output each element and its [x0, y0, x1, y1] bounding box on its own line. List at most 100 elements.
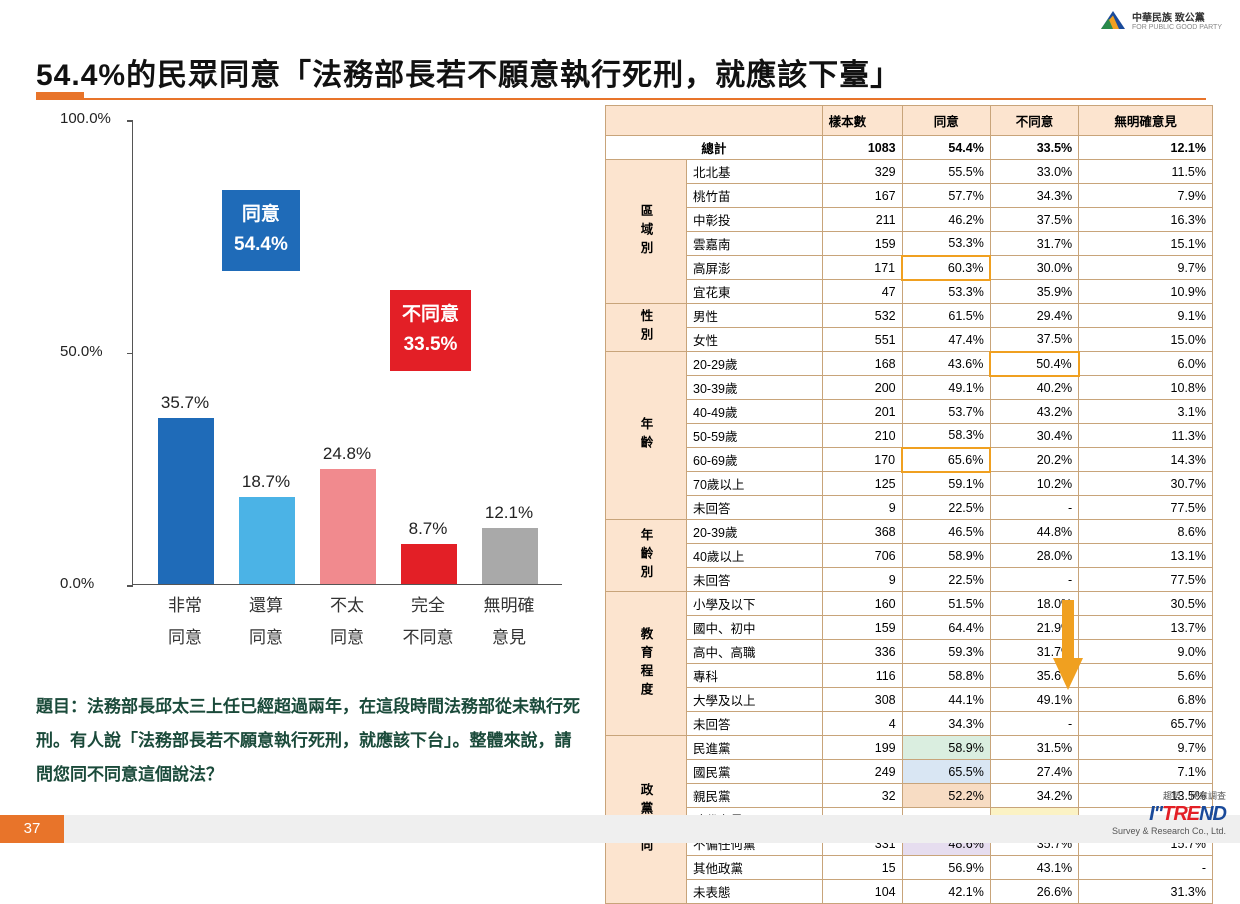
- data-cell: 37.5%: [990, 328, 1078, 352]
- data-cell: 53.3%: [902, 232, 990, 256]
- total-cell: 54.4%: [902, 136, 990, 160]
- table-row: 年齡20-29歲16843.6%50.4%6.0%: [606, 352, 1213, 376]
- data-cell: 7.1%: [1079, 760, 1213, 784]
- data-cell: 30.5%: [1079, 592, 1213, 616]
- row-label: 50-59歲: [687, 424, 823, 448]
- data-cell: -: [1079, 856, 1213, 880]
- data-cell: 30.0%: [990, 256, 1078, 280]
- data-cell: 47: [822, 280, 902, 304]
- data-cell: 201: [822, 400, 902, 424]
- data-cell: 40.2%: [990, 376, 1078, 400]
- row-label: 小學及以下: [687, 592, 823, 616]
- data-cell: 31.5%: [990, 736, 1078, 760]
- page-number: 37: [0, 815, 64, 843]
- data-cell: 49.1%: [990, 688, 1078, 712]
- data-cell: 170: [822, 448, 902, 472]
- table-row: 宜花東4753.3%35.9%10.9%: [606, 280, 1213, 304]
- trend-tagline: 趨勢，民意調查: [1112, 791, 1226, 802]
- table-row: 未表態10442.1%26.6%31.3%: [606, 880, 1213, 904]
- table-row: 50-59歲21058.3%30.4%11.3%: [606, 424, 1213, 448]
- data-cell: 51.5%: [902, 592, 990, 616]
- data-cell: 27.4%: [990, 760, 1078, 784]
- table-row: 70歲以上12559.1%10.2%30.7%: [606, 472, 1213, 496]
- down-arrow-icon: [1053, 600, 1083, 690]
- data-cell: 60.3%: [902, 256, 990, 280]
- row-label: 40歲以上: [687, 544, 823, 568]
- data-cell: 43.1%: [990, 856, 1078, 880]
- table-row: 性別男性53261.5%29.4%9.1%: [606, 304, 1213, 328]
- data-cell: 5.6%: [1079, 664, 1213, 688]
- data-cell: 15.1%: [1079, 232, 1213, 256]
- chart-bar: [401, 544, 457, 584]
- bar-value-label: 8.7%: [388, 519, 468, 539]
- page-title: 54.4%的民眾同意「法務部長若不願意執行死刑，就應該下臺」: [36, 50, 901, 94]
- party-name-zh: 中華民族 致公黨: [1132, 9, 1222, 24]
- data-cell: 55.5%: [902, 160, 990, 184]
- table-row: 30-39歲20049.1%40.2%10.8%: [606, 376, 1213, 400]
- total-cell: 1083: [822, 136, 902, 160]
- data-cell: 210: [822, 424, 902, 448]
- total-cell: 12.1%: [1079, 136, 1213, 160]
- data-cell: 10.2%: [990, 472, 1078, 496]
- data-cell: 37.5%: [990, 208, 1078, 232]
- data-cell: 6.0%: [1079, 352, 1213, 376]
- row-label: 高屏澎: [687, 256, 823, 280]
- x-axis-label: 不太同意: [304, 590, 390, 655]
- table-row: 政黨傾向民進黨19958.9%31.5%9.7%: [606, 736, 1213, 760]
- data-cell: 50.4%: [990, 352, 1078, 376]
- row-label: 未表態: [687, 880, 823, 904]
- table-row: 國民黨24965.5%27.4%7.1%: [606, 760, 1213, 784]
- chart-bar: [158, 418, 214, 584]
- row-label: 中彰投: [687, 208, 823, 232]
- bar-value-label: 12.1%: [469, 503, 549, 523]
- data-cell: 159: [822, 232, 902, 256]
- group-label: 年齡: [606, 352, 687, 520]
- table-row: 專科11658.8%35.6%5.6%: [606, 664, 1213, 688]
- data-cell: 44.8%: [990, 520, 1078, 544]
- data-cell: 551: [822, 328, 902, 352]
- row-label: 60-69歲: [687, 448, 823, 472]
- footer-bar: [0, 815, 1240, 843]
- table-row: 教育程度小學及以下16051.5%18.0%30.5%: [606, 592, 1213, 616]
- bar-value-label: 18.7%: [226, 472, 306, 492]
- data-cell: 9: [822, 568, 902, 592]
- x-axis-label: 還算同意: [223, 590, 309, 655]
- trend-brand: I"TREND: [1112, 802, 1226, 826]
- data-cell: 34.3%: [990, 184, 1078, 208]
- row-label: 桃竹苗: [687, 184, 823, 208]
- data-cell: 64.4%: [902, 616, 990, 640]
- data-cell: 199: [822, 736, 902, 760]
- data-cell: 77.5%: [1079, 496, 1213, 520]
- table-row: 未回答434.3%-65.7%: [606, 712, 1213, 736]
- data-cell: 58.3%: [902, 424, 990, 448]
- data-cell: 56.9%: [902, 856, 990, 880]
- row-label: 民進黨: [687, 736, 823, 760]
- annot-disagree: 不同意33.5%: [390, 290, 471, 371]
- data-cell: 31.3%: [1079, 880, 1213, 904]
- data-cell: 6.8%: [1079, 688, 1213, 712]
- row-label: 40-49歲: [687, 400, 823, 424]
- data-cell: 28.0%: [990, 544, 1078, 568]
- column-header: 同意: [902, 106, 990, 136]
- group-label: 教育程度: [606, 592, 687, 736]
- bar-chart: 0.0%50.0%100.0%35.7%非常同意18.7%還算同意24.8%不太…: [60, 110, 570, 650]
- party-name-en: FOR PUBLIC GOOD PARTY: [1132, 24, 1222, 31]
- data-cell: -: [990, 496, 1078, 520]
- data-cell: 104: [822, 880, 902, 904]
- data-cell: 160: [822, 592, 902, 616]
- column-header: 不同意: [990, 106, 1078, 136]
- y-axis-label: 0.0%: [60, 575, 94, 592]
- data-cell: 116: [822, 664, 902, 688]
- data-cell: 58.9%: [902, 544, 990, 568]
- table-row: 40歲以上70658.9%28.0%13.1%: [606, 544, 1213, 568]
- header-empty: [606, 106, 823, 136]
- group-label: 年齡別: [606, 520, 687, 592]
- data-cell: 31.7%: [990, 232, 1078, 256]
- data-cell: 16.3%: [1079, 208, 1213, 232]
- row-label: 其他政黨: [687, 856, 823, 880]
- crosstab-table: 樣本數同意不同意無明確意見總計108354.4%33.5%12.1%區域別北北基…: [605, 105, 1213, 904]
- crosstab-table-wrap: 樣本數同意不同意無明確意見總計108354.4%33.5%12.1%區域別北北基…: [605, 105, 1213, 904]
- data-cell: 15.0%: [1079, 328, 1213, 352]
- data-cell: 14.3%: [1079, 448, 1213, 472]
- table-row: 年齡別20-39歲36846.5%44.8%8.6%: [606, 520, 1213, 544]
